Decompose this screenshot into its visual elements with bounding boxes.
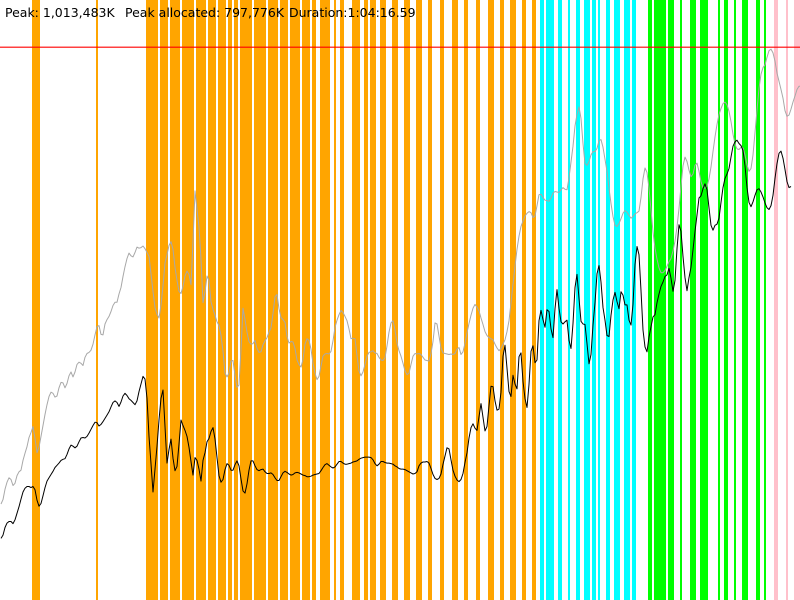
orange-band-24 [380, 0, 386, 600]
orange-band-19 [334, 0, 336, 600]
orange-band-4 [170, 0, 180, 600]
orange-band-8 [218, 0, 226, 600]
green-band-4 [690, 0, 696, 600]
orange-band-1 [96, 0, 98, 600]
green-band-6 [718, 0, 720, 600]
orange-band-11 [240, 0, 252, 600]
orange-band-30 [452, 0, 458, 600]
peak-usage-line [0, 48, 800, 505]
orange-band-36 [522, 0, 526, 600]
orange-band-27 [416, 0, 422, 600]
peak-label: Peak: 1,013,483K [5, 5, 115, 20]
cyan-band-5 [584, 0, 590, 600]
green-band-11 [764, 0, 766, 600]
orange-band-17 [312, 0, 316, 600]
orange-band-21 [352, 0, 360, 600]
orange-band-26 [404, 0, 410, 600]
orange-band-31 [464, 0, 468, 600]
orange-band-9 [228, 0, 232, 600]
cyan-band-1 [546, 0, 554, 600]
cyan-band-7 [598, 0, 600, 600]
duration-label: Duration:1:04:16.59 [289, 5, 416, 20]
memory-series [0, 48, 800, 539]
green-band-8 [734, 0, 736, 600]
orange-band-33 [488, 0, 494, 600]
orange-band-12 [254, 0, 266, 600]
cyan-band-11 [632, 0, 636, 600]
orange-band-23 [370, 0, 376, 600]
pink-band-2 [794, 0, 800, 600]
cyan-band-6 [592, 0, 596, 600]
allocated-usage-line [0, 139, 792, 539]
peak-allocated-label: Peak allocated: 797,776K [125, 5, 285, 20]
orange-band-16 [302, 0, 310, 600]
green-band-7 [724, 0, 728, 600]
pink-band-1 [786, 0, 788, 600]
orange-band-10 [234, 0, 238, 600]
green-band-1 [654, 0, 666, 600]
orange-band-2 [146, 0, 158, 600]
cyan-band-2 [558, 0, 562, 600]
cyan-band-0 [540, 0, 544, 600]
orange-band-18 [320, 0, 330, 600]
orange-band-6 [196, 0, 206, 600]
orange-band-5 [182, 0, 194, 600]
orange-band-13 [268, 0, 278, 600]
green-band-2 [668, 0, 674, 600]
orange-band-29 [440, 0, 444, 600]
orange-band-25 [392, 0, 398, 600]
orange-band-3 [160, 0, 168, 600]
pink-band-0 [774, 0, 778, 600]
green-band-5 [700, 0, 708, 600]
green-band-9 [742, 0, 748, 600]
orange-band-32 [476, 0, 480, 600]
cyan-band-10 [624, 0, 630, 600]
green-band-0 [648, 0, 652, 600]
orange-band-15 [290, 0, 300, 600]
green-band-3 [680, 0, 682, 600]
cyan-band-3 [568, 0, 570, 600]
orange-band-34 [500, 0, 504, 600]
orange-band-37 [532, 0, 536, 600]
orange-band-20 [340, 0, 344, 600]
event-bands [32, 0, 800, 600]
orange-band-7 [208, 0, 216, 600]
green-band-10 [756, 0, 760, 600]
orange-band-14 [280, 0, 288, 600]
cyan-band-8 [606, 0, 610, 600]
orange-band-35 [510, 0, 516, 600]
cyan-band-4 [576, 0, 580, 600]
orange-band-28 [428, 0, 432, 600]
stats-header: Peak: 1,013,483K Peak allocated: 797,776… [5, 5, 416, 20]
orange-band-0 [32, 0, 40, 600]
orange-band-22 [364, 0, 368, 600]
